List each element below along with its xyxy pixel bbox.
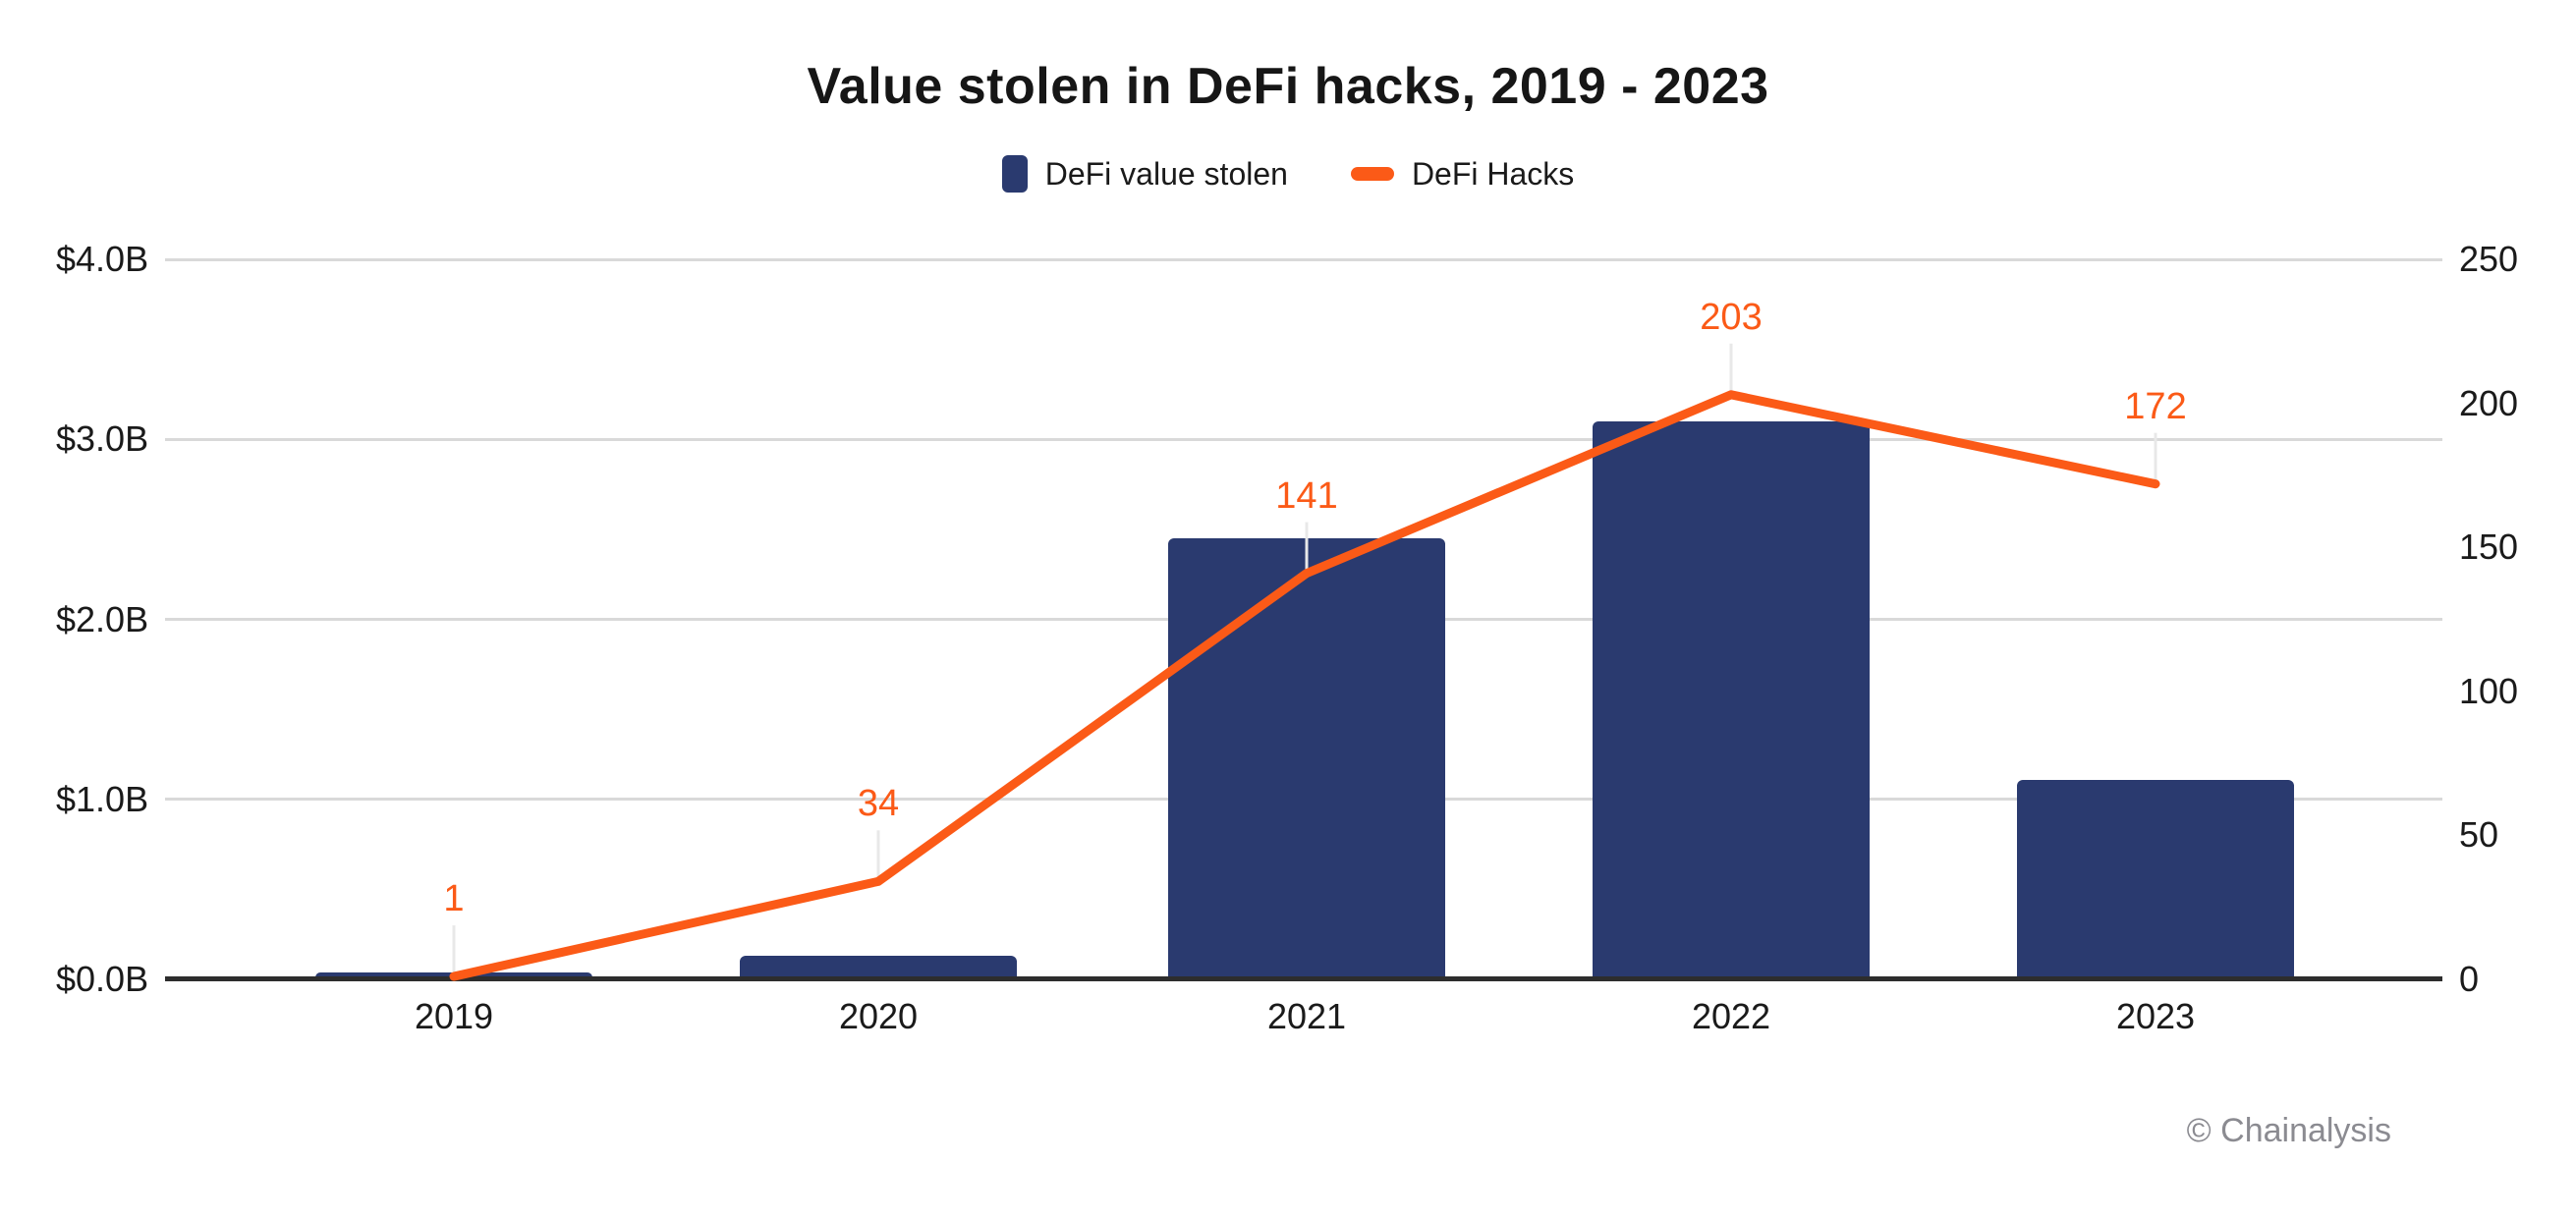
line-series-swatch-icon bbox=[1350, 167, 1394, 181]
right-axis-tick: 200 bbox=[2459, 382, 2519, 423]
chart-title: Value stolen in DeFi hacks, 2019 - 2023 bbox=[807, 58, 1769, 115]
legend-item-defi-value-stolen: DeFi value stolen bbox=[1001, 155, 1288, 193]
x-axis-tick-2020: 2020 bbox=[838, 996, 919, 1036]
right-axis-tick: 150 bbox=[2459, 527, 2519, 568]
x-axis-tick-2019: 2019 bbox=[414, 996, 494, 1036]
copyright-text: © Chainalysis bbox=[2186, 1112, 2391, 1149]
right-axis-tick: 50 bbox=[2459, 814, 2499, 856]
left-axis-tick: $1.0B bbox=[56, 778, 149, 819]
right-axis-tick: 250 bbox=[2459, 239, 2519, 279]
x-axis-tick-2023: 2023 bbox=[2115, 996, 2196, 1036]
x-axis-tick-2021: 2021 bbox=[1266, 996, 1347, 1036]
gridline bbox=[165, 257, 2442, 261]
legend-label-defi-hacks: DeFi Hacks bbox=[1411, 155, 1575, 192]
right-axis-tick: 100 bbox=[2459, 670, 2519, 711]
left-axis-tick: $2.0B bbox=[56, 598, 149, 639]
x-axis-line bbox=[165, 976, 2442, 981]
bar-2023 bbox=[2017, 779, 2294, 977]
line-point-label-2021: 141 bbox=[1275, 474, 1338, 517]
bar-2020 bbox=[740, 956, 1017, 977]
left-axis-tick: $4.0B bbox=[56, 239, 149, 279]
line-point-label-2020: 34 bbox=[857, 783, 900, 825]
line-point-label-2023: 172 bbox=[2124, 385, 2187, 427]
legend-item-defi-hacks: DeFi Hacks bbox=[1350, 155, 1575, 193]
legend-label-defi-value-stolen: DeFi value stolen bbox=[1044, 155, 1288, 192]
bar-2021 bbox=[1168, 538, 1445, 977]
plot-area: $4.0B $3.0B $2.0B $1.0B $0.0B 250 200 150 100 50… bbox=[56, 242, 2518, 1037]
defi-hacks-line bbox=[449, 390, 2160, 981]
right-axis-tick: 0 bbox=[2459, 959, 2480, 999]
left-axis-tick: $0.0B bbox=[56, 959, 149, 999]
legend: DeFi value stolen DeFi Hacks bbox=[0, 155, 2576, 193]
gridline bbox=[165, 437, 2442, 441]
x-axis-tick-2022: 2022 bbox=[1691, 996, 1771, 1036]
left-axis-tick: $3.0B bbox=[56, 418, 149, 460]
bar-series-swatch-icon bbox=[1001, 155, 1028, 193]
line-layer bbox=[449, 343, 2160, 981]
bar-2022 bbox=[1593, 420, 1870, 977]
line-point-label-2019: 1 bbox=[443, 878, 465, 920]
line-point-label-2022: 203 bbox=[1700, 296, 1763, 338]
